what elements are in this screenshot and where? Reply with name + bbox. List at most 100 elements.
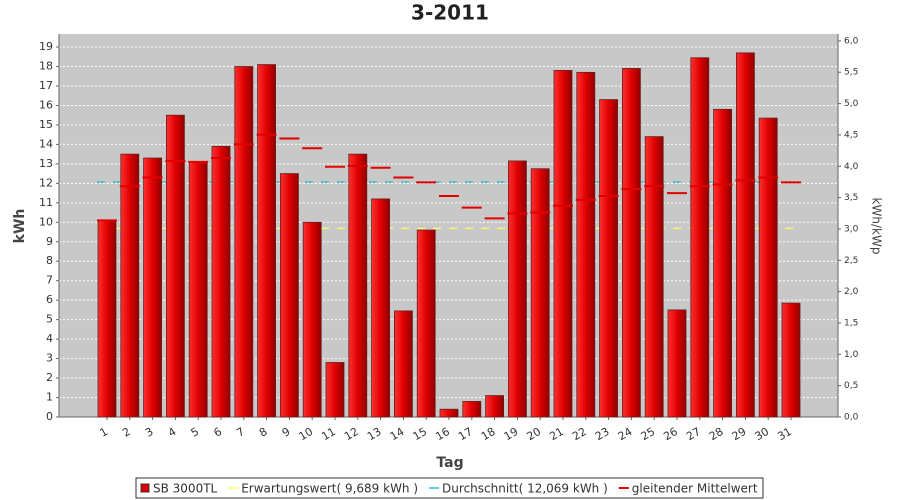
bar	[97, 219, 117, 418]
x-tick-label: 14	[388, 425, 407, 443]
x-tick-label: 29	[730, 425, 749, 443]
y-tick-label: 5	[46, 313, 53, 326]
bar	[553, 70, 573, 418]
bar	[188, 161, 208, 418]
x-tick-label: 22	[570, 425, 589, 443]
bar	[348, 153, 368, 418]
y2-tick-label: 3,5	[844, 193, 858, 203]
y-tick-label: 19	[39, 40, 53, 53]
x-tick-label: 25	[639, 425, 658, 443]
x-tick-label: 12	[342, 425, 361, 443]
x-tick-label: 26	[661, 425, 680, 443]
x-tick-label: 27	[684, 425, 703, 443]
legend-swatch	[140, 483, 150, 493]
x-tick-label: 20	[525, 425, 544, 443]
bar	[576, 71, 596, 418]
y-tick-label: 4	[46, 332, 53, 345]
bar	[622, 68, 641, 418]
bar	[462, 401, 482, 418]
bar	[325, 362, 345, 418]
x-tick-label: 17	[456, 425, 475, 443]
bar	[165, 114, 185, 418]
bar	[439, 408, 459, 418]
bar	[485, 395, 505, 418]
legend-label: Erwartungswert( 9,689 kWh )	[241, 482, 418, 496]
y-tick-label: 6	[46, 293, 53, 306]
bar	[211, 145, 231, 418]
bar	[736, 52, 755, 418]
y-tick-label: 3	[46, 352, 53, 365]
bar	[713, 108, 732, 418]
y2-tick-label: 6,0	[844, 36, 859, 46]
y2-tick-label: 3,0	[844, 224, 859, 234]
x-axis-title: Tag	[436, 455, 463, 471]
bar	[279, 173, 299, 418]
legend-label: SB 3000TL	[153, 482, 218, 496]
y2-tick-label: 4,0	[844, 162, 859, 172]
bar	[257, 64, 277, 418]
x-tick-label: 23	[593, 425, 612, 443]
y2-tick-label: 2,5	[844, 256, 858, 266]
x-tick-label: 9	[280, 425, 293, 440]
y2-tick-label: 4,5	[844, 130, 858, 140]
y2-tick-label: 1,5	[844, 318, 858, 328]
y2-tick-label: 5,5	[844, 68, 858, 78]
x-tick-label: 8	[257, 425, 270, 440]
legend	[135, 477, 764, 499]
bar	[143, 157, 163, 418]
x-tick-label: 5	[189, 425, 202, 440]
bar	[371, 198, 391, 418]
x-tick-label: 11	[319, 425, 338, 443]
bar	[507, 160, 527, 418]
bar	[234, 66, 254, 418]
x-tick-label: 2	[120, 425, 133, 440]
bar	[393, 310, 413, 418]
y2-tick-label: 2,0	[844, 287, 859, 297]
legend-label: Durchschnitt( 12,069 kWh )	[442, 482, 608, 496]
y-tick-label: 12	[39, 176, 53, 189]
bar	[644, 136, 664, 418]
x-tick-label: 24	[616, 425, 635, 443]
x-tick-label: 6	[211, 425, 224, 440]
x-tick-label: 10	[297, 425, 316, 443]
x-tick-label: 18	[479, 425, 498, 443]
legend-label: gleitender Mittelwert	[632, 482, 758, 496]
x-tick-label: 15	[411, 425, 430, 443]
x-tick-label: 21	[547, 425, 566, 443]
bar	[781, 302, 801, 418]
y2-tick-label: 5,0	[844, 99, 859, 109]
y2-axis-title: kWh/kWp	[870, 198, 884, 255]
y-tick-label: 2	[46, 371, 53, 384]
bar	[667, 309, 687, 418]
bar	[758, 117, 778, 418]
bar	[416, 229, 436, 418]
bar	[302, 221, 322, 418]
y-tick-label: 14	[39, 137, 53, 150]
y-tick-label: 18	[39, 60, 53, 73]
x-tick-label: 7	[234, 425, 247, 440]
y-tick-label: 8	[46, 254, 53, 267]
y-tick-label: 9	[46, 235, 53, 248]
y-tick-label: 11	[39, 196, 53, 209]
bar	[690, 57, 710, 418]
x-tick-label: 1	[97, 425, 110, 440]
y-tick-label: 1	[46, 391, 53, 404]
y-tick-label: 17	[39, 79, 53, 92]
x-tick-label: 4	[166, 425, 179, 440]
x-tick-label: 13	[365, 425, 384, 443]
y-tick-label: 7	[46, 274, 53, 287]
bar	[599, 99, 618, 418]
x-tick-label: 30	[753, 425, 772, 443]
y-tick-label: 10	[39, 215, 53, 228]
y2-tick-label: 0,5	[844, 381, 858, 391]
y2-tick-label: 1,0	[844, 350, 859, 360]
y-axis-title: kWh	[12, 209, 28, 244]
bar	[530, 168, 550, 418]
x-tick-label: 31	[775, 425, 794, 443]
y-tick-label: 0	[46, 410, 53, 423]
y-tick-label: 13	[39, 157, 53, 170]
chart-title: 3-2011	[411, 1, 489, 25]
y2-tick-label: 0,0	[844, 413, 859, 423]
x-tick-label: 3	[143, 425, 156, 440]
